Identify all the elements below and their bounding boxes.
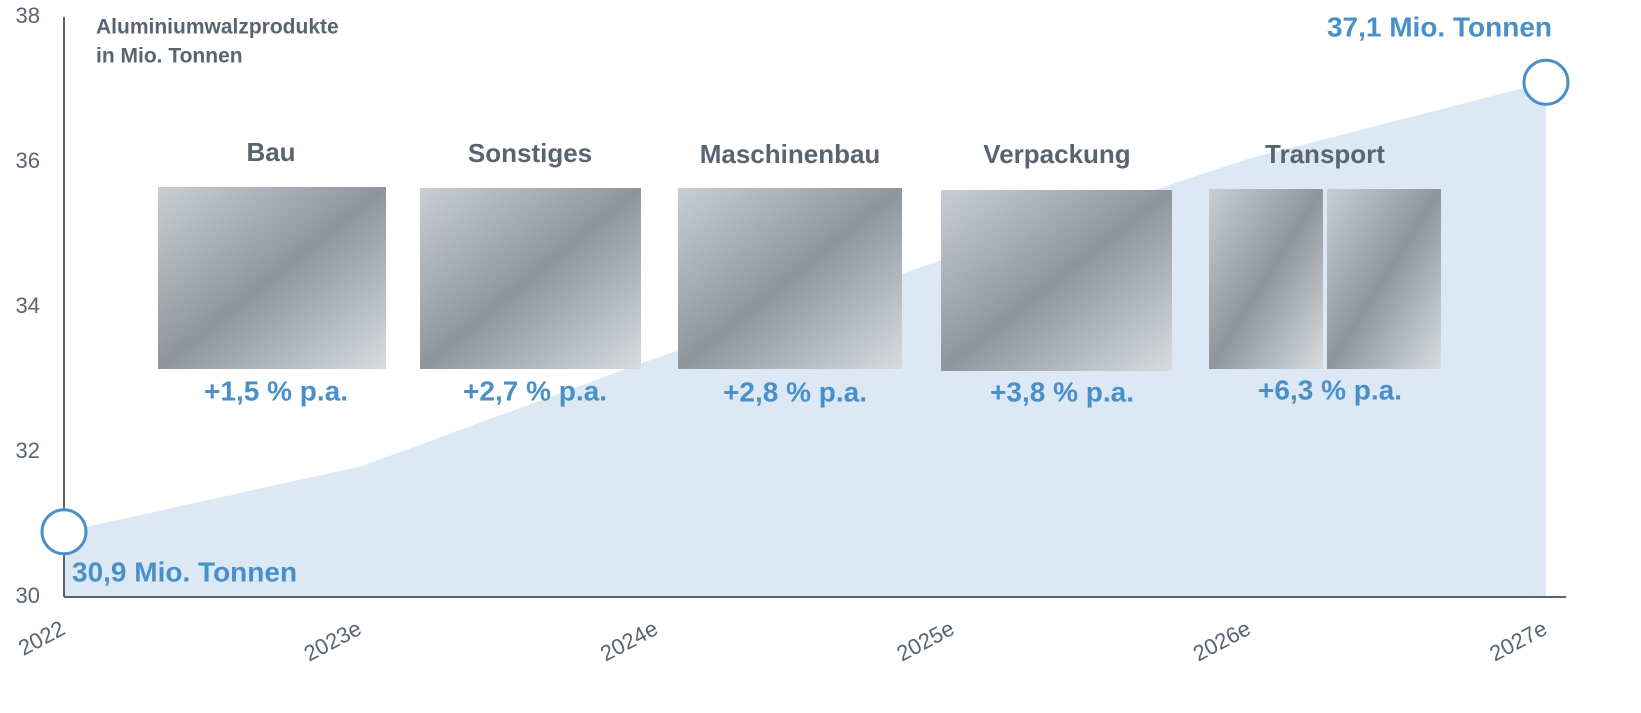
x-tick-label: 2027e <box>1485 615 1551 666</box>
y-tick-label: 38 <box>16 3 40 28</box>
start-annotation: 30,9 Mio. Tonnen <box>72 556 297 587</box>
x-tick-label: 2024e <box>596 615 662 666</box>
photo <box>420 188 641 369</box>
x-tick-label: 2025e <box>893 615 959 666</box>
segment-growth: +2,7 % p.a. <box>463 375 607 406</box>
x-tick-label: 2026e <box>1189 615 1255 666</box>
photo <box>1209 189 1323 369</box>
y-tick-label: 30 <box>16 583 40 608</box>
chart-title: Aluminiumwalzprodukte <box>96 16 339 39</box>
segment-name: Maschinenbau <box>700 139 881 169</box>
segment-growth: +6,3 % p.a. <box>1258 374 1402 405</box>
segment-name: Verpackung <box>983 139 1130 169</box>
photo <box>1327 189 1441 369</box>
y-tick-label: 32 <box>16 438 40 463</box>
x-tick-label: 2023e <box>300 615 366 666</box>
x-tick-label: 2022 <box>14 615 69 660</box>
photo <box>158 187 386 369</box>
segment-growth: +2,8 % p.a. <box>723 376 867 407</box>
y-tick-label: 34 <box>16 293 40 318</box>
segment-name: Transport <box>1265 139 1385 169</box>
segment-name: Bau <box>246 137 295 167</box>
photo <box>941 190 1172 371</box>
end-annotation: 37,1 Mio. Tonnen <box>1327 11 1552 42</box>
photo <box>678 188 902 369</box>
segment-growth: +1,5 % p.a. <box>204 375 348 406</box>
marker <box>1522 58 1570 106</box>
segment-growth: +3,8 % p.a. <box>990 376 1134 407</box>
segment-name: Sonstiges <box>468 138 592 168</box>
marker <box>40 508 88 556</box>
chart-subtitle: in Mio. Tonnen <box>96 45 243 68</box>
y-tick-label: 36 <box>16 148 40 173</box>
